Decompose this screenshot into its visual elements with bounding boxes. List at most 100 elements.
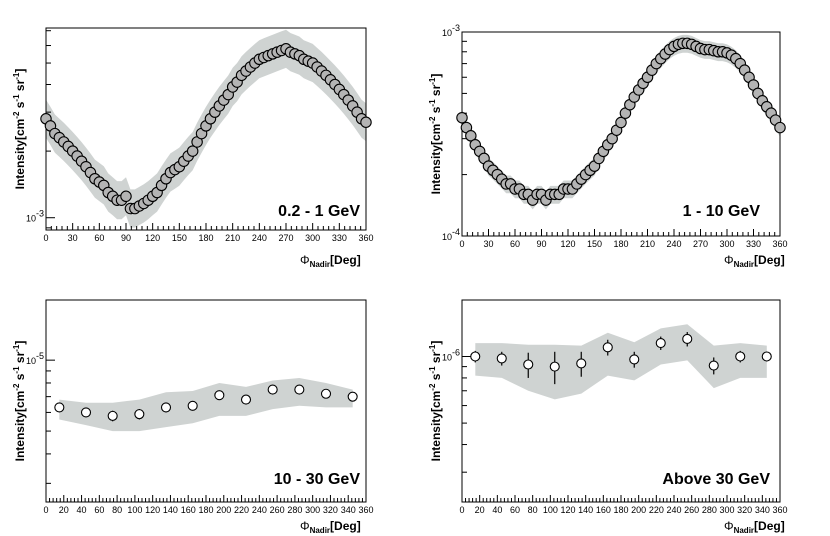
- x-tick-label: 30: [68, 233, 78, 243]
- x-tick-label: 180: [613, 505, 628, 515]
- data-point: [187, 400, 198, 411]
- x-tick-label: 260: [270, 505, 285, 515]
- x-tick-label: 140: [163, 505, 178, 515]
- data-point: [496, 353, 507, 364]
- x-tick-label: 330: [746, 239, 761, 249]
- x-tick-label: 40: [77, 505, 87, 515]
- y-tick-label: 10: [26, 214, 36, 224]
- x-tick-label: 360: [358, 233, 373, 243]
- x-tick-label: 90: [536, 239, 546, 249]
- x-tick-label: 0: [459, 505, 464, 515]
- data-point: [615, 116, 627, 129]
- x-tick-label: 200: [216, 505, 231, 515]
- x-tick-label: 280: [287, 505, 302, 515]
- y-tick-exponent: -4: [452, 227, 460, 237]
- x-tick-label: 140: [578, 505, 593, 515]
- chart-panel-3: 0 20 40 60 80 100 120 140 160 180 200 220 240 260 280 3…: [12, 299, 374, 535]
- x-tick-label: 210: [640, 239, 655, 249]
- data-point: [320, 388, 332, 399]
- data-point: [80, 407, 92, 418]
- chart-panel-1: 0 30 60 90 120 150 180 210 240 270 300 330 360 10 -3 0.…: [12, 27, 374, 269]
- y-tick-exponent: -6: [452, 347, 460, 357]
- x-tick-label: 210: [225, 233, 240, 243]
- y-tick-exponent: -3: [452, 23, 460, 33]
- panel-label: 1 - 10 GeV: [683, 203, 761, 220]
- x-tick-label: 360: [772, 505, 787, 515]
- x-axis-label: ΦNadir[Deg]: [724, 519, 785, 535]
- x-tick-label: 120: [145, 233, 160, 243]
- x-tick-label: 320: [737, 505, 752, 515]
- data-point: [214, 390, 225, 401]
- data-point: [523, 359, 534, 370]
- x-tick-label: 0: [43, 505, 48, 515]
- x-tick-label: 120: [560, 239, 575, 249]
- x-tick-label: 180: [198, 233, 213, 243]
- data-point: [629, 354, 640, 365]
- x-tick-label: 240: [666, 505, 681, 515]
- data-point: [682, 333, 693, 345]
- x-tick-label: 60: [510, 505, 520, 515]
- x-axis-label: ΦNadir[Deg]: [724, 253, 785, 269]
- panel-label: Above 30 GeV: [662, 471, 770, 488]
- x-tick-label: 80: [112, 505, 122, 515]
- y-tick-label: 10: [442, 352, 452, 362]
- x-tick-label: 270: [693, 239, 708, 249]
- y-axis-label: Intensity[cm-2 s-1 sr-1]: [428, 341, 443, 462]
- x-tick-label: 120: [560, 505, 575, 515]
- data-point: [549, 361, 560, 372]
- data-point: [120, 190, 132, 203]
- y-axis-label: Intensity[cm-2 s-1 sr-1]: [12, 341, 27, 462]
- panel-label: 0.2 - 1 GeV: [278, 203, 360, 220]
- y-tick-label: 10: [442, 232, 452, 242]
- x-tick-label: 60: [94, 505, 104, 515]
- x-tick-label: 260: [684, 505, 699, 515]
- x-tick-label: 20: [475, 505, 485, 515]
- x-tick-label: 120: [145, 505, 160, 515]
- x-tick-label: 240: [666, 239, 681, 249]
- data-point: [186, 145, 199, 157]
- y-tick-exponent: -5: [36, 351, 44, 361]
- x-tick-label: 60: [94, 233, 104, 243]
- data-point: [708, 360, 719, 371]
- data-point: [655, 338, 666, 349]
- x-tick-label: 340: [755, 505, 770, 515]
- x-tick-label: 20: [59, 505, 69, 515]
- x-tick-label: 300: [305, 233, 320, 243]
- x-tick-label: 240: [252, 505, 267, 515]
- data-point: [774, 121, 786, 134]
- x-tick-label: 40: [492, 505, 502, 515]
- x-axis-label: ΦNadir[Deg]: [300, 253, 361, 269]
- x-tick-label: 160: [596, 505, 611, 515]
- x-tick-label: 80: [528, 505, 538, 515]
- data-point: [240, 394, 252, 405]
- x-tick-label: 220: [234, 505, 249, 515]
- data-point: [107, 410, 118, 421]
- x-tick-label: 100: [543, 505, 558, 515]
- x-tick-label: 150: [172, 233, 187, 243]
- data-point: [134, 409, 145, 420]
- data-point: [761, 351, 772, 362]
- uncertainty-band: [59, 378, 353, 432]
- data-point: [456, 111, 468, 124]
- x-tick-label: 340: [341, 505, 356, 515]
- x-tick-label: 300: [719, 239, 734, 249]
- data-point: [470, 351, 481, 362]
- x-tick-label: 150: [587, 239, 602, 249]
- data-point: [360, 116, 372, 129]
- x-tick-label: 200: [631, 505, 646, 515]
- data-point: [576, 358, 587, 369]
- x-tick-label: 270: [278, 233, 293, 243]
- x-tick-label: 330: [332, 233, 347, 243]
- x-tick-label: 240: [252, 233, 267, 243]
- data-point: [160, 402, 172, 413]
- x-tick-label: 60: [510, 239, 520, 249]
- x-tick-label: 360: [772, 239, 787, 249]
- x-tick-label: 0: [459, 239, 464, 249]
- y-tick-label: 10: [26, 356, 36, 366]
- x-tick-label: 180: [198, 505, 213, 515]
- uncertainty-band: [475, 324, 767, 400]
- data-point: [735, 351, 746, 362]
- x-tick-label: 220: [649, 505, 664, 515]
